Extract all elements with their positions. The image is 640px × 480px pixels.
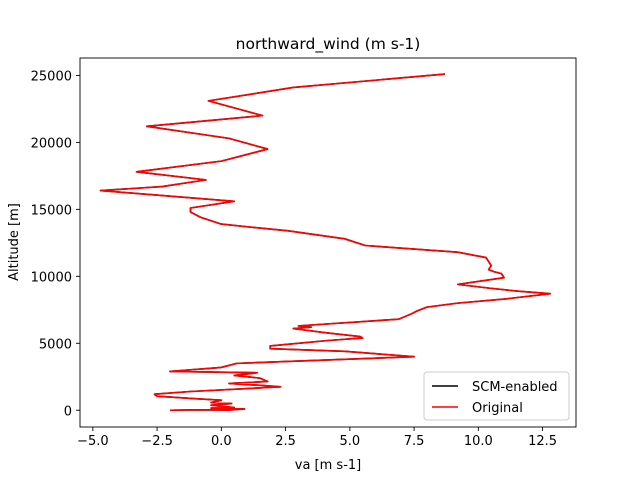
x-tick-label: 5.0: [340, 434, 361, 449]
x-tick-label: 7.5: [404, 434, 425, 449]
y-tick-label: 0: [64, 404, 72, 419]
chart-title: northward_wind (m s-1): [236, 35, 421, 54]
x-tick-label: 0.0: [211, 434, 232, 449]
x-tick-label: −5.0: [77, 434, 109, 449]
series-layer: [99, 73, 552, 412]
legend-box: [423, 371, 570, 421]
x-axis-ticks: −5.0 −2.5 0.0 2.5 5.0 7.5 10.0 12.5: [77, 427, 557, 449]
x-tick-label: 10.0: [464, 434, 493, 449]
x-tick-label: 12.5: [528, 434, 557, 449]
y-axis-ticks: 0 5000 10000 15000 20000 25000: [31, 69, 80, 419]
plot-area: [79, 57, 577, 428]
y-axis-label: Altitude [m]: [7, 203, 22, 281]
y-tick-label: 5000: [39, 337, 72, 352]
legend-label-scm-enabled: SCM-enabled: [472, 380, 558, 395]
y-tick-label: 25000: [31, 69, 72, 84]
y-tick-label: 20000: [31, 136, 72, 151]
x-tick-label: −2.5: [141, 434, 173, 449]
series-line-original: [99, 73, 552, 412]
y-tick-label: 10000: [31, 270, 72, 285]
axes-frame: [79, 57, 577, 428]
x-tick-label: 2.5: [275, 434, 296, 449]
x-axis-label: va [m s-1]: [295, 458, 361, 473]
y-tick-label: 15000: [31, 203, 72, 218]
legend-label-original: Original: [472, 401, 523, 416]
legend: SCM-enabled Original: [423, 371, 570, 421]
